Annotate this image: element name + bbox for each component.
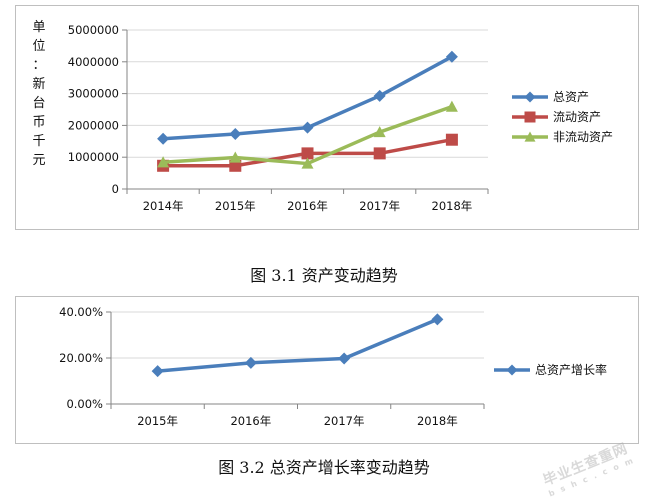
assets-line-chart: 0 1000000 2000000 3000000 4000000 5000000 2014… (68, 23, 489, 213)
legend-swatch (494, 364, 530, 376)
legend-label: 非流动资产 (553, 130, 614, 144)
y-tick-label: 20.00% (59, 351, 103, 365)
legend-swatch-marker (506, 364, 518, 376)
data-point-series-1 (373, 89, 386, 102)
legend-label: 流动资产 (553, 110, 602, 124)
data-point-series-1 (157, 132, 170, 145)
y-axis-label: 单位 ： 新台币千元 (31, 18, 47, 170)
data-point-series-1 (229, 127, 242, 140)
y-axis-label-char: 台 (32, 96, 46, 111)
y-tick-label: 1000000 (68, 150, 119, 164)
figure-caption-3-1: 图 3.1 资产变动趋势 (250, 266, 398, 285)
y-tick-label: 40.00% (59, 305, 103, 319)
data-point-series-1 (301, 121, 314, 134)
legend-swatch-marker (524, 111, 536, 123)
series-line-1 (157, 317, 439, 373)
data-point-series-3 (229, 151, 242, 163)
data-point-series-2 (373, 147, 386, 160)
x-tick-label: 2018年 (417, 414, 458, 428)
x-tick-label: 2016年 (287, 199, 328, 213)
data-point-series-3 (301, 157, 314, 169)
y-tick-label: 4000000 (68, 55, 119, 69)
chart-frame-growth-rate (15, 296, 639, 444)
data-point-series-3 (445, 100, 458, 112)
y-axis-label-char: 元 (32, 153, 46, 168)
y-tick-label: 2000000 (68, 118, 119, 132)
legend-swatch (512, 111, 548, 123)
data-point-series-2 (301, 147, 314, 160)
figure-caption-3-2: 图 3.2 总资产增长率变动趋势 (218, 458, 430, 477)
y-tick-label: 0.00% (66, 397, 103, 411)
y-axis-label-char: 位 (32, 39, 46, 54)
data-point-series-2 (229, 159, 242, 172)
y-axis-label-char: 新 (32, 77, 46, 92)
x-tick-label: 2015年 (137, 414, 178, 428)
x-tick-label: 2017年 (359, 199, 400, 213)
legend-swatch (512, 91, 548, 103)
data-point-series-1 (244, 356, 257, 369)
legend-swatch (512, 131, 548, 142)
y-tick-label: 3000000 (68, 87, 119, 101)
data-point-series-1 (431, 313, 444, 326)
y-axis-label-char: ： (32, 58, 46, 73)
data-point-series-1 (338, 352, 351, 365)
legend-swatch-marker (524, 91, 536, 103)
y-axis-label-char: 千 (32, 134, 46, 149)
data-point-series-2 (445, 133, 458, 146)
x-tick-label: 2016年 (230, 414, 271, 428)
x-tick-label: 2017年 (324, 414, 365, 428)
y-axis-label-char: 币 (32, 115, 46, 130)
x-tick-label: 2014年 (143, 199, 184, 213)
data-point-series-1 (151, 365, 164, 378)
x-tick-label: 2015年 (215, 199, 256, 213)
legend-swatch-marker (524, 131, 536, 142)
legend-label: 总资产增长率 (535, 363, 608, 377)
y-tick-label: 0 (112, 182, 119, 196)
y-tick-label: 5000000 (68, 23, 119, 37)
data-point-series-1 (445, 50, 458, 63)
x-tick-label: 2018年 (432, 199, 473, 213)
data-point-series-3 (157, 156, 170, 168)
growth-rate-line-chart: 0.00% 20.00% 40.00% 2015年 2016年 2017年 2018年 (59, 305, 485, 428)
y-axis-label-char: 单 (32, 20, 46, 35)
legend-label: 总资产 (553, 90, 590, 104)
data-point-series-3 (373, 126, 386, 138)
